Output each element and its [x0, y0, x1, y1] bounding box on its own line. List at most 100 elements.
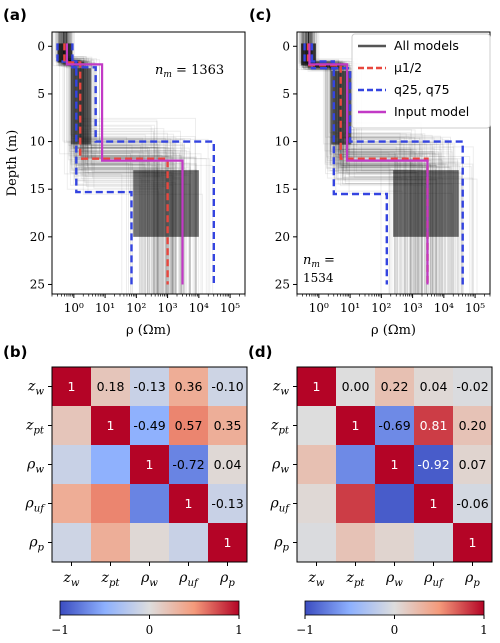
y-tick-label: 15 [30, 182, 45, 196]
row-label: ρw [271, 457, 289, 476]
col-label: ρuf [423, 570, 445, 589]
heatmap-cell [414, 484, 453, 523]
row-label: ρp [273, 535, 289, 554]
heatmap-value: 0.07 [459, 457, 487, 472]
heatmap-value: 1 [146, 457, 154, 472]
y-tick-label: 10 [275, 135, 290, 149]
heatmap-cell [52, 523, 91, 562]
series-line [56, 43, 133, 285]
y-tick-label: 5 [282, 87, 290, 101]
heatmap-cell [208, 445, 247, 484]
heatmap-cell [414, 445, 453, 484]
heatmap-value: -0.49 [133, 418, 165, 433]
ensemble-core [393, 170, 459, 237]
heatmap-value: 1 [107, 418, 115, 433]
panel-label: (d) [248, 343, 272, 361]
heatmap-cell [130, 406, 169, 445]
x-tick-label: 10⁵ [220, 301, 240, 315]
y-tick-label: 25 [275, 277, 290, 291]
heatmap-cell [453, 367, 492, 406]
x-tick-label: 10⁰ [64, 301, 84, 315]
col-label: zpt [101, 570, 121, 589]
y-tick-label: 0 [37, 39, 45, 53]
heatmap-cell [297, 445, 336, 484]
profile-panel-a: 0 5 10 15 20 25 10⁰ 10¹ 10² 10³ 10⁴ 10⁵ ρ (Ωm) Depth … [3, 6, 246, 338]
heatmap-cell [414, 367, 453, 406]
row-label: ρuf [270, 496, 292, 515]
model-count-annotation: nm = 1363 [155, 63, 224, 80]
col-label: zw [307, 570, 324, 589]
heatmap-cell [52, 445, 91, 484]
heatmap-cell [297, 484, 336, 523]
x-tick-label: 10⁰ [309, 301, 329, 315]
col-label: ρw [140, 570, 158, 589]
heatmap-cell [52, 406, 91, 445]
heatmap-value: 1 [313, 379, 321, 394]
heatmap-value: 1 [469, 535, 477, 550]
heatmap-cell [91, 445, 130, 484]
col-label: zpt [346, 570, 366, 589]
heatmap-cell [169, 406, 208, 445]
legend-box [351, 33, 491, 129]
colorbar: −1 0 1 [51, 600, 243, 637]
heatmap-value: 1 [185, 496, 193, 511]
heatmap-cell [336, 523, 375, 562]
x-tick-label: 10¹ [340, 301, 360, 315]
model-count-annotation: nm = [303, 253, 335, 270]
y-tick-label: 5 [37, 87, 45, 101]
x-tick-label: 10² [371, 301, 391, 315]
panel-label: (c) [249, 6, 272, 24]
profile-panel-c: 0 5 10 15 20 25 10⁰ 10¹ 10² 10³ 10⁴ 10⁵ ρ (Ωm) nm =15… [249, 6, 491, 338]
row-label: ρp [28, 535, 44, 554]
panel-label: (a) [3, 6, 27, 24]
heatmap-value: 0.81 [420, 418, 448, 433]
heatmap-cell [52, 367, 91, 406]
heatmap-cell [297, 523, 336, 562]
heatmap-value: 1 [430, 496, 438, 511]
heatmap-cell [91, 523, 130, 562]
legend-label: Input model [394, 104, 469, 119]
heatmap-cell [375, 406, 414, 445]
ensemble-core [133, 170, 199, 237]
x-tick-label: 10¹ [95, 301, 115, 315]
y-tick-label: 25 [30, 277, 45, 291]
heatmap-cell [453, 406, 492, 445]
x-tick-label: 10² [126, 301, 146, 315]
heatmap-value: -0.10 [211, 379, 243, 394]
colorbar-tick-label: 0 [146, 623, 154, 637]
series-line [303, 43, 388, 285]
heatmap-cell [52, 484, 91, 523]
col-label: ρp [464, 570, 480, 589]
col-label: ρp [219, 570, 235, 589]
heatmap-cell [375, 484, 414, 523]
colorbar-tick-label: 1 [480, 623, 488, 637]
heatmap-value: 0.36 [175, 379, 203, 394]
series-line [65, 43, 184, 285]
heatmap-cell [130, 484, 169, 523]
x-tick-label: 10⁴ [189, 301, 209, 315]
ensemble-core [57, 43, 73, 63]
heatmap-value: 0.18 [97, 379, 125, 394]
x-tick-label: 10³ [158, 301, 178, 315]
y-axis-label: Depth (m) [5, 130, 20, 197]
row-label: ρw [26, 457, 44, 476]
heatmap-cell [453, 523, 492, 562]
row-label: zpt [25, 418, 45, 437]
heatmap-cell [375, 367, 414, 406]
col-label: zw [62, 570, 79, 589]
heatmap-cell [169, 445, 208, 484]
heatmap-cell [169, 484, 208, 523]
heatmap-value: 0.00 [342, 379, 370, 394]
panel-label: (b) [3, 343, 27, 361]
heatmap-cell [169, 367, 208, 406]
model-line [300, 32, 404, 294]
heatmap-value: -0.02 [456, 379, 488, 394]
axes-frame [296, 31, 491, 295]
col-label: ρw [385, 570, 403, 589]
heatmap-cell [414, 523, 453, 562]
heatmap-cell [336, 367, 375, 406]
y-tick-label: 0 [282, 39, 290, 53]
row-label: zpt [270, 418, 290, 437]
colorbar: −1 0 1 [296, 600, 488, 637]
